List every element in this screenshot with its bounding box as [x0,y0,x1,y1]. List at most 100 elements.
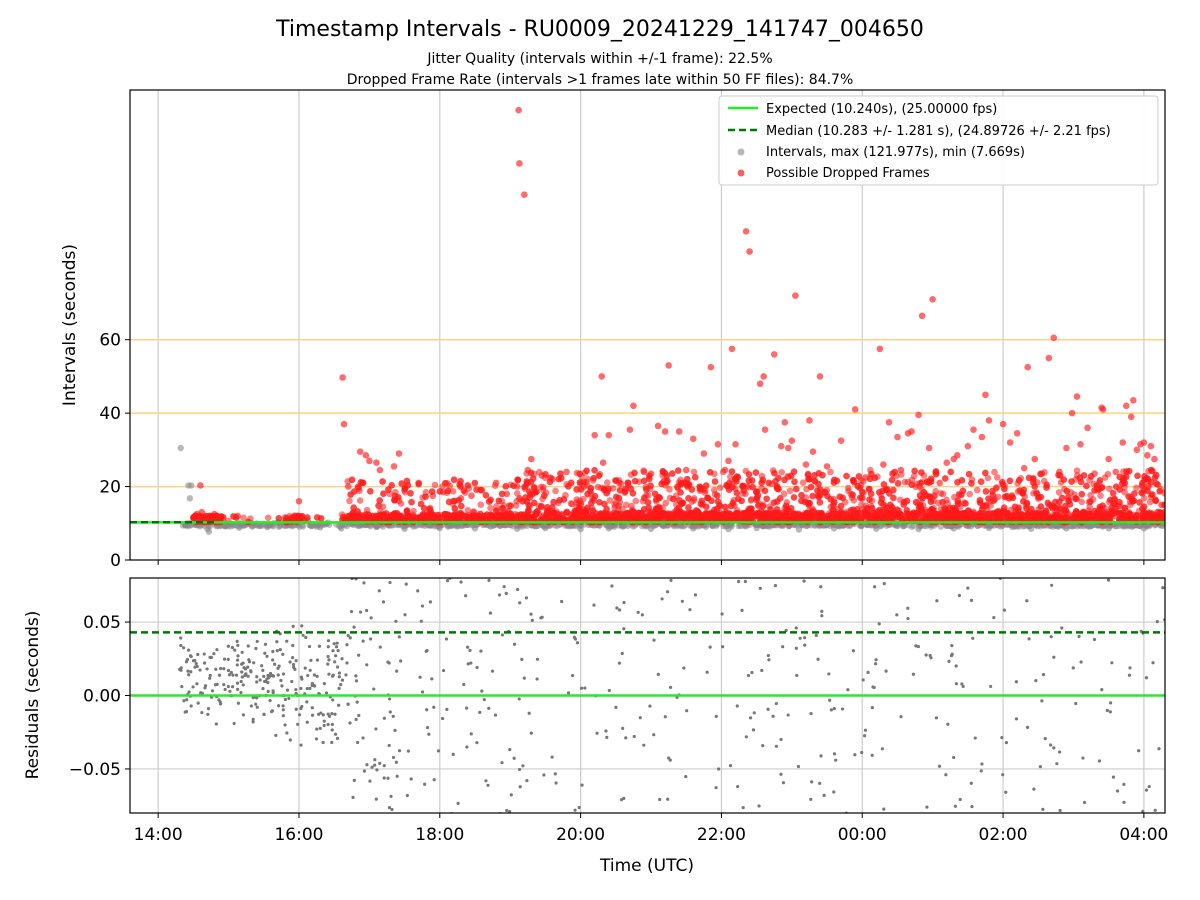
dropped-frame-point [713,505,721,512]
dropped-frame-point [1083,482,1090,490]
dropped-frame-point [540,492,548,500]
dropped-frame-point [792,485,800,493]
dropped-frame-point [451,505,459,512]
dropped-frame-point [912,498,920,506]
dropped-frame-point [629,489,637,497]
dropped-frame-point [799,479,807,487]
interval-point [542,524,549,532]
dropped-frame-point [522,494,529,501]
dropped-frame-point [781,476,788,484]
dropped-frame-point [728,468,736,475]
dropped-frame-point [512,502,520,509]
dropped-frame-point [787,472,795,480]
dropped-frame-point [856,494,864,501]
dropped-frame-point [1098,484,1106,491]
dropped-frame-point [643,486,650,493]
dropped-frame-point [477,501,485,508]
dropped-frame-point [1015,477,1023,484]
dropped-frame-point [1112,505,1119,513]
dropped-frame-point [965,470,973,478]
dropped-frame-point [775,485,782,493]
dropped-frame-point [628,502,635,510]
interval-point [269,523,277,530]
dropped-frame-point [457,502,465,510]
interval-point [188,482,195,489]
dropped-frame-point [656,509,663,517]
dropped-frame-point [688,486,696,493]
dropped-frame-point [761,487,769,495]
dropped-frame-point [1123,468,1130,475]
dropped-frame-point [379,478,386,485]
dropped-frame-point [1055,489,1063,496]
interval-point [1063,525,1070,532]
dropped-frame-point [611,501,618,508]
dropped-frame-point [449,488,457,495]
dropped-frame-point [677,489,684,496]
dropped-frame-point [1131,490,1138,497]
dropped-frame-point [745,477,753,484]
dropped-frame-point [1078,498,1086,506]
interval-point [186,495,194,502]
interval-point [235,524,243,531]
dropped-frame-point [747,497,755,504]
dropped-frame-point [702,482,710,489]
dropped-frame-point [1134,472,1141,480]
dropped-frame-point [631,477,639,485]
interval-point [177,444,184,452]
dropped-frame-point [723,481,730,489]
dropped-frame-point [419,512,426,519]
interval-point [725,525,732,533]
dropped-frame-point [591,467,598,474]
dropped-frame-point [801,498,809,506]
interval-point [985,524,993,532]
interval-point [611,523,618,530]
dropped-frame-point [1152,497,1160,505]
interval-point [264,523,271,531]
dropped-frame-point [952,505,959,512]
dropped-frame-point [855,473,863,480]
interval-point [647,525,655,532]
dropped-frame-point [966,490,974,498]
dropped-frame-point [565,483,572,490]
dropped-frame-point [1139,505,1146,512]
dropped-frame-point [1130,497,1138,504]
dropped-frame-point [866,496,873,503]
dropped-frame-point [759,476,767,484]
interval-point [1028,525,1035,532]
dropped-frame-point [908,476,916,484]
interval-point [709,522,716,530]
dropped-frame-point [1116,473,1123,481]
dropped-frame-point [1107,496,1114,504]
interval-point [338,525,345,532]
interval-point [1140,525,1148,532]
dropped-frame-point [1133,484,1140,492]
dropped-frame-point [713,492,721,499]
dropped-frame-point [775,474,782,482]
dropped-frame-point [1073,467,1081,475]
dropped-frame-point [984,474,992,482]
interval-point [221,523,229,530]
dropped-frame-point [523,479,531,487]
dropped-frame-point [865,485,873,493]
dropped-frame-point [543,504,551,511]
interval-point [1020,523,1027,530]
chart-title: Timestamp Intervals - RU0009_20241229_14… [275,17,924,42]
dropped-frame-point [941,475,949,482]
dropped-frame-point [644,499,652,506]
interval-point [205,528,213,535]
dropped-frame-point [1020,498,1027,505]
dropped-frame-point [431,481,439,489]
dropped-frame-point [275,514,283,522]
interval-point [1105,525,1112,532]
dropped-frame-point [858,501,865,508]
dropped-frame-point [684,482,692,489]
dropped-frame-point [589,507,597,514]
interval-point [1071,522,1078,529]
dropped-frame-point [670,495,677,503]
dropped-frame-point [962,500,969,507]
dropped-frame-point [911,467,918,475]
chart-subtitle-jitter: Jitter Quality (intervals within +/-1 fr… [426,51,772,67]
dropped-frame-point [1109,489,1117,497]
